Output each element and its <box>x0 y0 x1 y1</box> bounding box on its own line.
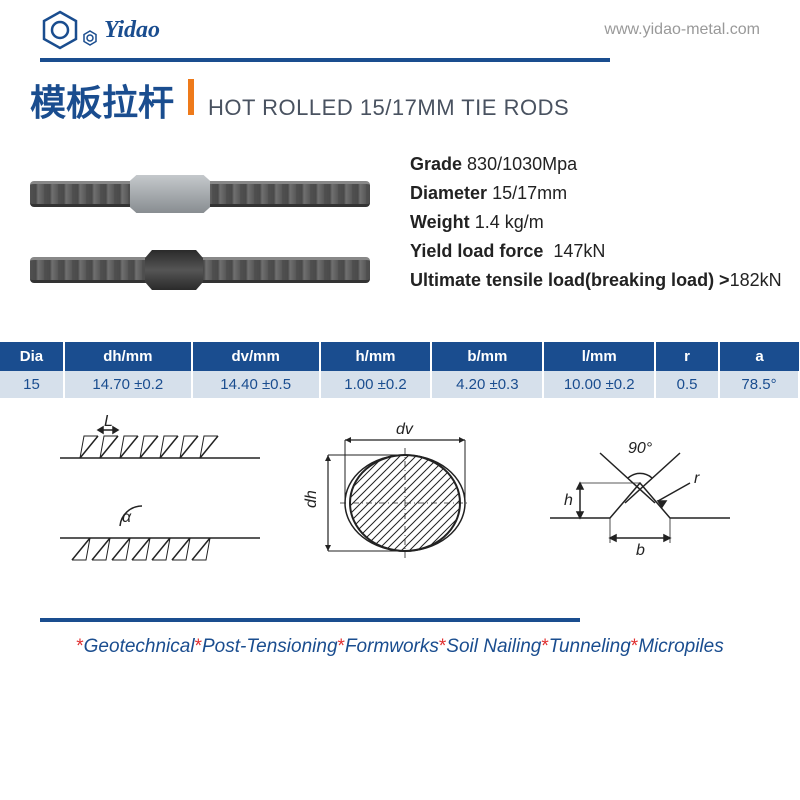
footer-item: Geotechnical <box>84 636 195 657</box>
product-section: Grade 830/1030Mpa Diameter 15/17mm Weigh… <box>0 134 800 310</box>
spec-table: Diadh/mmdv/mmh/mmb/mml/mmra 1514.70 ±0.2… <box>0 342 800 398</box>
groove-diagram: 90° r h b <box>540 423 740 573</box>
footer-item: Soil Nailing <box>446 636 541 657</box>
website-url: www.yidao-metal.com <box>604 21 760 39</box>
spec-diameter-label: Diameter <box>410 183 487 203</box>
table-header: h/mm <box>320 342 432 371</box>
title-english: HOT ROLLED 15/17MM TIE RODS <box>208 95 569 121</box>
footer-item: Tunneling <box>549 636 631 657</box>
footer-applications: *Geotechnical*Post-Tensioning*Formworks*… <box>0 636 800 658</box>
rod-side-diagram: L α <box>60 418 260 578</box>
table-header: l/mm <box>543 342 655 371</box>
table-cell: 10.00 ±0.2 <box>543 371 655 398</box>
table-cell: 78.5° <box>719 371 799 398</box>
footer-star: * <box>338 636 345 657</box>
table-header: r <box>655 342 719 371</box>
table-cell: 1.00 ±0.2 <box>320 371 432 398</box>
spec-ultimate-value: 182kN <box>730 270 782 290</box>
tie-rod-image-1 <box>30 164 370 224</box>
title-row: 模板拉杆 HOT ROLLED 15/17MM TIE RODS <box>0 62 800 134</box>
spec-weight-value: 1.4 kg/m <box>475 212 544 232</box>
footer-divider <box>40 618 760 622</box>
label-dh: dh <box>303 490 320 508</box>
label-90: 90° <box>628 440 653 457</box>
tie-rod-image-2 <box>30 240 370 300</box>
footer-star: * <box>195 636 202 657</box>
spec-grade-value: 830/1030Mpa <box>467 154 577 174</box>
footer-item: Formworks <box>345 636 439 657</box>
title-accent-bar <box>188 79 194 115</box>
table-header: dh/mm <box>64 342 192 371</box>
spec-ultimate-label: Ultimate tensile load(breaking load) > <box>410 270 730 290</box>
logo: Yidao <box>40 10 160 50</box>
title-chinese: 模板拉杆 <box>30 74 174 126</box>
table-cell: 14.70 ±0.2 <box>64 371 192 398</box>
diagrams: L α dv dh <box>0 398 800 588</box>
label-alpha: α <box>122 509 132 526</box>
table-header: a <box>719 342 799 371</box>
spec-weight: Weight 1.4 kg/m <box>410 212 790 233</box>
spec-diameter-value: 15/17mm <box>492 183 567 203</box>
label-L: L <box>104 413 113 430</box>
small-hex-icon <box>82 30 98 46</box>
label-dv: dv <box>396 421 414 438</box>
header: Yidao www.yidao-metal.com <box>0 0 800 58</box>
spec-weight-label: Weight <box>410 212 470 232</box>
footer-star: * <box>76 636 83 657</box>
spec-yield-value: 147kN <box>553 241 605 261</box>
table-cell: 14.40 ±0.5 <box>192 371 320 398</box>
table-cell: 15 <box>0 371 64 398</box>
footer-star: * <box>541 636 548 657</box>
label-h: h <box>564 492 573 509</box>
product-images <box>30 154 370 300</box>
table-cell: 0.5 <box>655 371 719 398</box>
table-header: b/mm <box>431 342 543 371</box>
table-row: 1514.70 ±0.214.40 ±0.51.00 ±0.24.20 ±0.3… <box>0 371 799 398</box>
footer-item: Micropiles <box>638 636 724 657</box>
spec-yield: Yield load force 147kN <box>410 241 790 262</box>
spec-ultimate: Ultimate tensile load(breaking load) >18… <box>410 270 790 291</box>
brand-name: Yidao <box>104 17 160 44</box>
spec-list: Grade 830/1030Mpa Diameter 15/17mm Weigh… <box>410 154 800 300</box>
spec-table-wrap: Diadh/mmdv/mmh/mmb/mml/mmra 1514.70 ±0.2… <box>0 342 800 398</box>
hex-nut-icon <box>40 10 80 50</box>
cross-section-diagram: dv dh <box>310 418 490 578</box>
label-r: r <box>694 470 700 487</box>
spec-yield-label: Yield load force <box>410 241 543 261</box>
table-header: Dia <box>0 342 64 371</box>
spec-diameter: Diameter 15/17mm <box>410 183 790 204</box>
label-b: b <box>636 542 645 559</box>
table-header: dv/mm <box>192 342 320 371</box>
spec-grade-label: Grade <box>410 154 462 174</box>
table-cell: 4.20 ±0.3 <box>431 371 543 398</box>
spec-grade: Grade 830/1030Mpa <box>410 154 790 175</box>
footer-item: Post-Tensioning <box>202 636 338 657</box>
